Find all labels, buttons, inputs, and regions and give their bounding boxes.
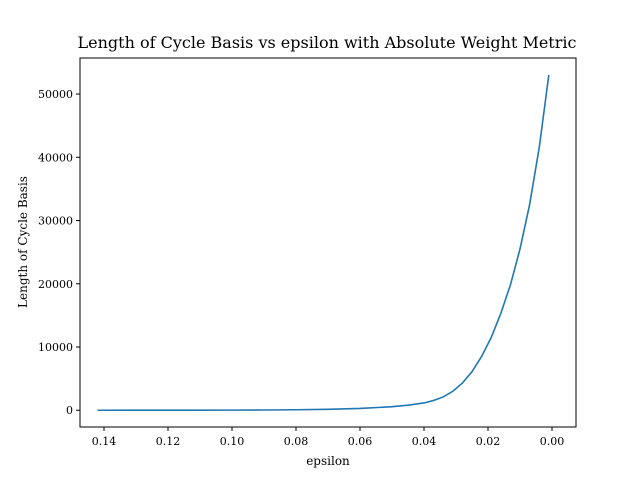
- x-axis-label: epsilon: [306, 454, 350, 468]
- series-line-0: [97, 74, 550, 412]
- x-tick-label: 0.02: [476, 435, 501, 448]
- x-tick-label: 0.08: [284, 435, 309, 448]
- x-axis: 0.14 0.12 0.10 0.08 0.06 0.04 0.02 0.00: [92, 427, 565, 448]
- x-tick-label: 0.14: [92, 435, 117, 448]
- y-axis-label: Length of Cycle Basis: [16, 176, 30, 308]
- x-tick-label: 0.06: [348, 435, 373, 448]
- y-tick-label: 30000: [38, 215, 73, 228]
- x-tick-label: 0.10: [220, 435, 245, 448]
- y-axis: 0 10000 20000 30000 40000 50000: [38, 88, 80, 417]
- chart-title: Length of Cycle Basis vs epsilon with Ab…: [78, 33, 577, 52]
- series-layer: [97, 74, 550, 412]
- plot-area: [79, 57, 577, 428]
- y-tick-label: 10000: [38, 341, 73, 354]
- x-tick-label: 0.12: [156, 435, 181, 448]
- y-tick-label: 0: [66, 404, 73, 417]
- y-tick-label: 50000: [38, 88, 73, 101]
- x-tick-label: 0.00: [540, 435, 565, 448]
- axes-frame: [79, 57, 577, 428]
- y-tick-label: 20000: [38, 278, 73, 291]
- x-tick-label: 0.04: [412, 435, 437, 448]
- y-tick-label: 40000: [38, 151, 73, 164]
